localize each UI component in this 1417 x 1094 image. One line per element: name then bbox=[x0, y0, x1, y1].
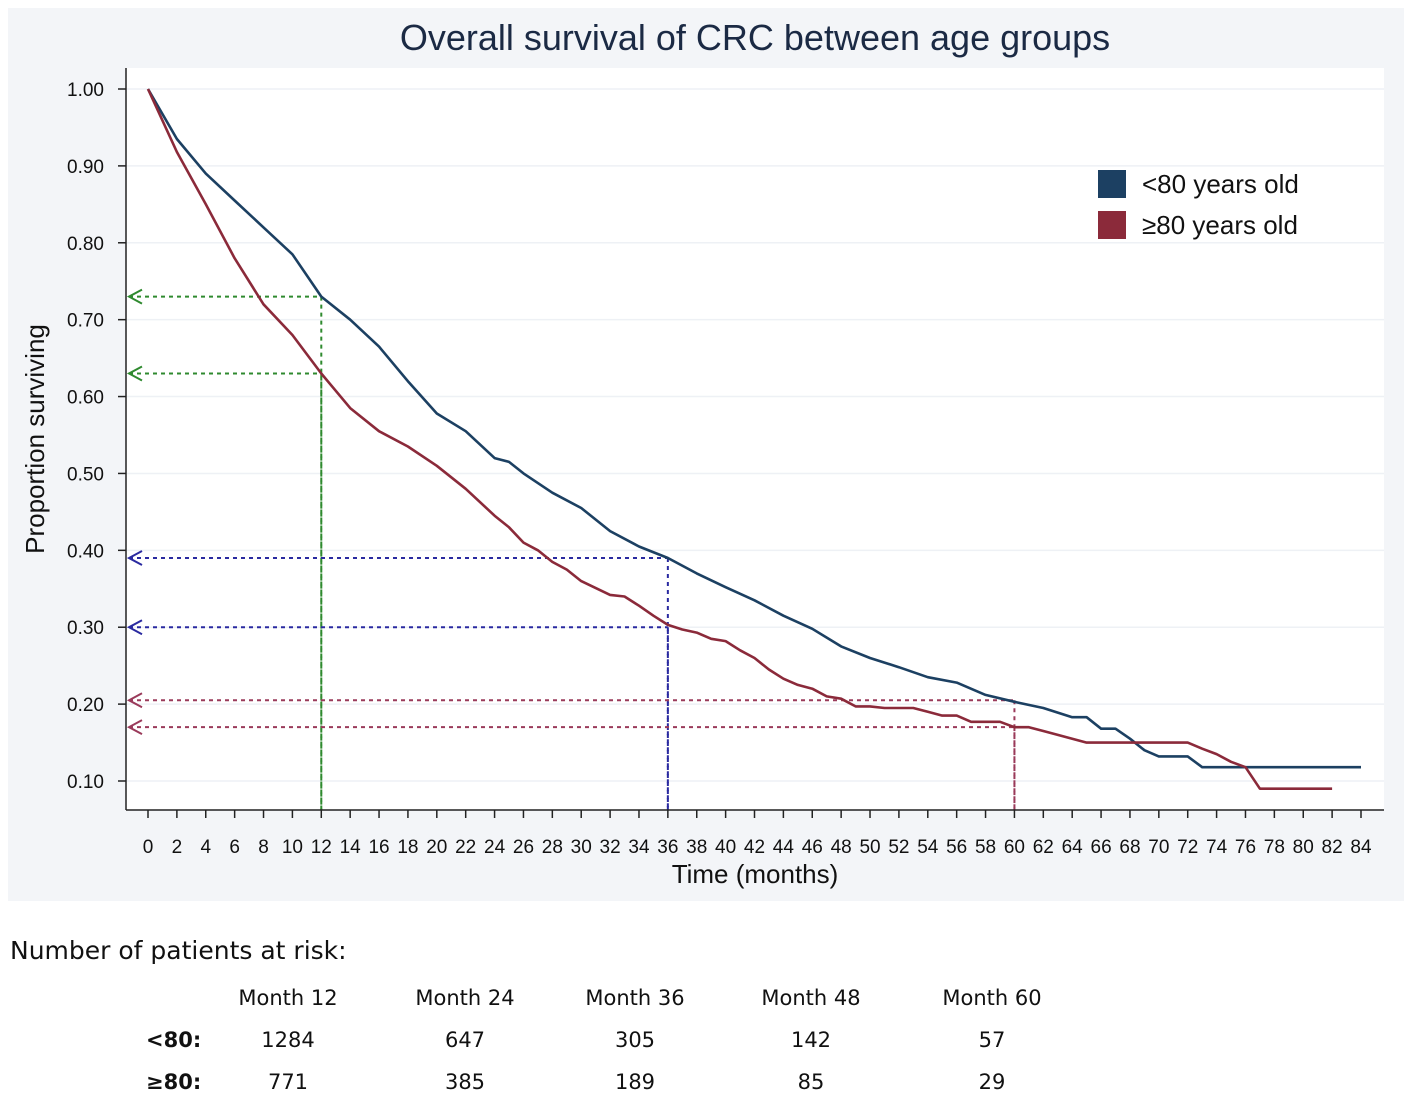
x-tick-label: 84 bbox=[1350, 837, 1372, 858]
risk-col-month48: Month 48 bbox=[761, 986, 861, 1010]
risk-cell: 189 bbox=[614, 1070, 656, 1094]
plot-area bbox=[126, 68, 1384, 810]
x-tick-label: 40 bbox=[715, 837, 736, 858]
risk-table-heading: Number of patients at risk: bbox=[10, 936, 347, 965]
x-tick-label: 2 bbox=[172, 837, 183, 858]
risk-col-month24: Month 24 bbox=[415, 986, 515, 1010]
x-tick-label: 4 bbox=[200, 837, 211, 858]
x-tick-label: 68 bbox=[1119, 837, 1140, 858]
y-tick-label: 0.50 bbox=[67, 464, 104, 485]
x-tick-label: 56 bbox=[946, 837, 967, 858]
x-tick-label: 36 bbox=[657, 837, 678, 858]
x-tick-label: 20 bbox=[426, 837, 447, 858]
x-tick-label: 82 bbox=[1322, 837, 1343, 858]
x-tick-label: 78 bbox=[1264, 837, 1285, 858]
x-tick-label: 32 bbox=[600, 837, 621, 858]
x-tick-label: 28 bbox=[542, 837, 563, 858]
y-tick-label: 0.30 bbox=[67, 618, 104, 639]
x-tick-label: 60 bbox=[1004, 837, 1025, 858]
gridlines bbox=[126, 88, 1384, 782]
y-tick-label: 0.60 bbox=[67, 388, 104, 409]
legend: <80 years old ≥80 years old bbox=[1098, 169, 1299, 240]
x-tick-label: 42 bbox=[744, 837, 765, 858]
x-tick-label: 72 bbox=[1177, 837, 1198, 858]
risk-cell: 305 bbox=[614, 1028, 656, 1052]
x-tick-label: 44 bbox=[773, 837, 795, 858]
risk-row-label-under80: <80: bbox=[146, 1028, 202, 1052]
x-tick-label: 70 bbox=[1148, 837, 1169, 858]
x-tick-label: 74 bbox=[1206, 837, 1228, 858]
x-tick-label: 26 bbox=[513, 837, 534, 858]
x-tick-label: 18 bbox=[397, 837, 418, 858]
x-tick-label: 0 bbox=[143, 837, 154, 858]
legend-label-under80: <80 years old bbox=[1142, 169, 1299, 199]
x-tick-label: 76 bbox=[1235, 837, 1256, 858]
reference-arrowhead bbox=[126, 692, 143, 709]
x-tick-label: 54 bbox=[917, 837, 939, 858]
reference-arrowhead bbox=[126, 288, 143, 305]
y-tick-label: 0.70 bbox=[67, 311, 104, 332]
x-tick-label: 30 bbox=[571, 837, 592, 858]
reference-lines bbox=[126, 288, 1016, 810]
reference-arrowhead bbox=[126, 619, 143, 636]
y-tick-label: 0.80 bbox=[67, 234, 104, 255]
risk-cell: 1284 bbox=[261, 1028, 315, 1052]
x-tick-label: 66 bbox=[1091, 837, 1112, 858]
reference-arrowhead bbox=[126, 365, 143, 382]
x-tick-label: 62 bbox=[1033, 837, 1054, 858]
legend-label-80plus: ≥80 years old bbox=[1142, 210, 1298, 240]
x-tick-label: 80 bbox=[1293, 837, 1314, 858]
risk-cell: 29 bbox=[978, 1070, 1006, 1094]
risk-cell: 647 bbox=[444, 1028, 486, 1052]
x-tick-label: 50 bbox=[859, 837, 880, 858]
series-line-80plus bbox=[146, 88, 1333, 791]
x-tick-label: 12 bbox=[311, 837, 332, 858]
y-tick-label: 0.40 bbox=[67, 541, 104, 562]
axes: 1.00 0.90 0.80 0.70 0.60 0.50 0.40 0.30 0.20 0.10… bbox=[67, 68, 1384, 858]
risk-cell: 57 bbox=[978, 1028, 1006, 1052]
risk-cell: 385 bbox=[444, 1070, 486, 1094]
x-tick-label: 14 bbox=[340, 837, 362, 858]
risk-col-month36: Month 36 bbox=[585, 986, 685, 1010]
survival-chart: 1.00 0.90 0.80 0.70 0.60 0.50 0.40 0.30 0.20 0.10… bbox=[20, 17, 1384, 889]
x-axis-label: Time (months) bbox=[672, 859, 839, 889]
x-tick-label: 58 bbox=[975, 837, 996, 858]
risk-col-month12: Month 12 bbox=[238, 986, 338, 1010]
x-tick-label: 38 bbox=[686, 837, 707, 858]
y-tick-label: 0.10 bbox=[67, 772, 104, 793]
x-tick-label: 10 bbox=[282, 837, 303, 858]
legend-swatch-under80 bbox=[1098, 170, 1126, 198]
y-axis-label: Proportion surviving bbox=[20, 324, 50, 554]
chart-title: Overall survival of CRC between age grou… bbox=[400, 17, 1110, 58]
risk-cell: 142 bbox=[790, 1028, 832, 1052]
x-tick-label: 6 bbox=[229, 837, 240, 858]
reference-arrowhead bbox=[126, 719, 143, 736]
series-line-under80 bbox=[146, 88, 1361, 769]
legend-swatch-80plus bbox=[1098, 211, 1126, 239]
x-tick-label: 34 bbox=[628, 837, 650, 858]
x-tick-label: 8 bbox=[258, 837, 269, 858]
x-tick-label: 48 bbox=[831, 837, 852, 858]
x-tick-label: 22 bbox=[455, 837, 476, 858]
y-tick-label: 0.90 bbox=[67, 157, 104, 178]
risk-table: Month 12 Month 24 Month 36 Month 48 Mont… bbox=[0, 980, 1417, 1094]
y-tick-label: 1.00 bbox=[67, 80, 104, 101]
series-lines bbox=[146, 88, 1361, 791]
x-tick-label: 46 bbox=[802, 837, 823, 858]
y-tick-label: 0.20 bbox=[67, 695, 104, 716]
reference-arrowhead bbox=[126, 550, 143, 566]
x-tick-label: 52 bbox=[888, 837, 909, 858]
x-tick-label: 64 bbox=[1062, 837, 1084, 858]
x-tick-label: 16 bbox=[368, 837, 389, 858]
risk-row-label-80plus: ≥80: bbox=[146, 1070, 202, 1094]
x-tick-label: 24 bbox=[484, 837, 506, 858]
risk-cell: 85 bbox=[797, 1070, 825, 1094]
risk-col-month60: Month 60 bbox=[942, 986, 1042, 1010]
risk-cell: 771 bbox=[267, 1070, 309, 1094]
